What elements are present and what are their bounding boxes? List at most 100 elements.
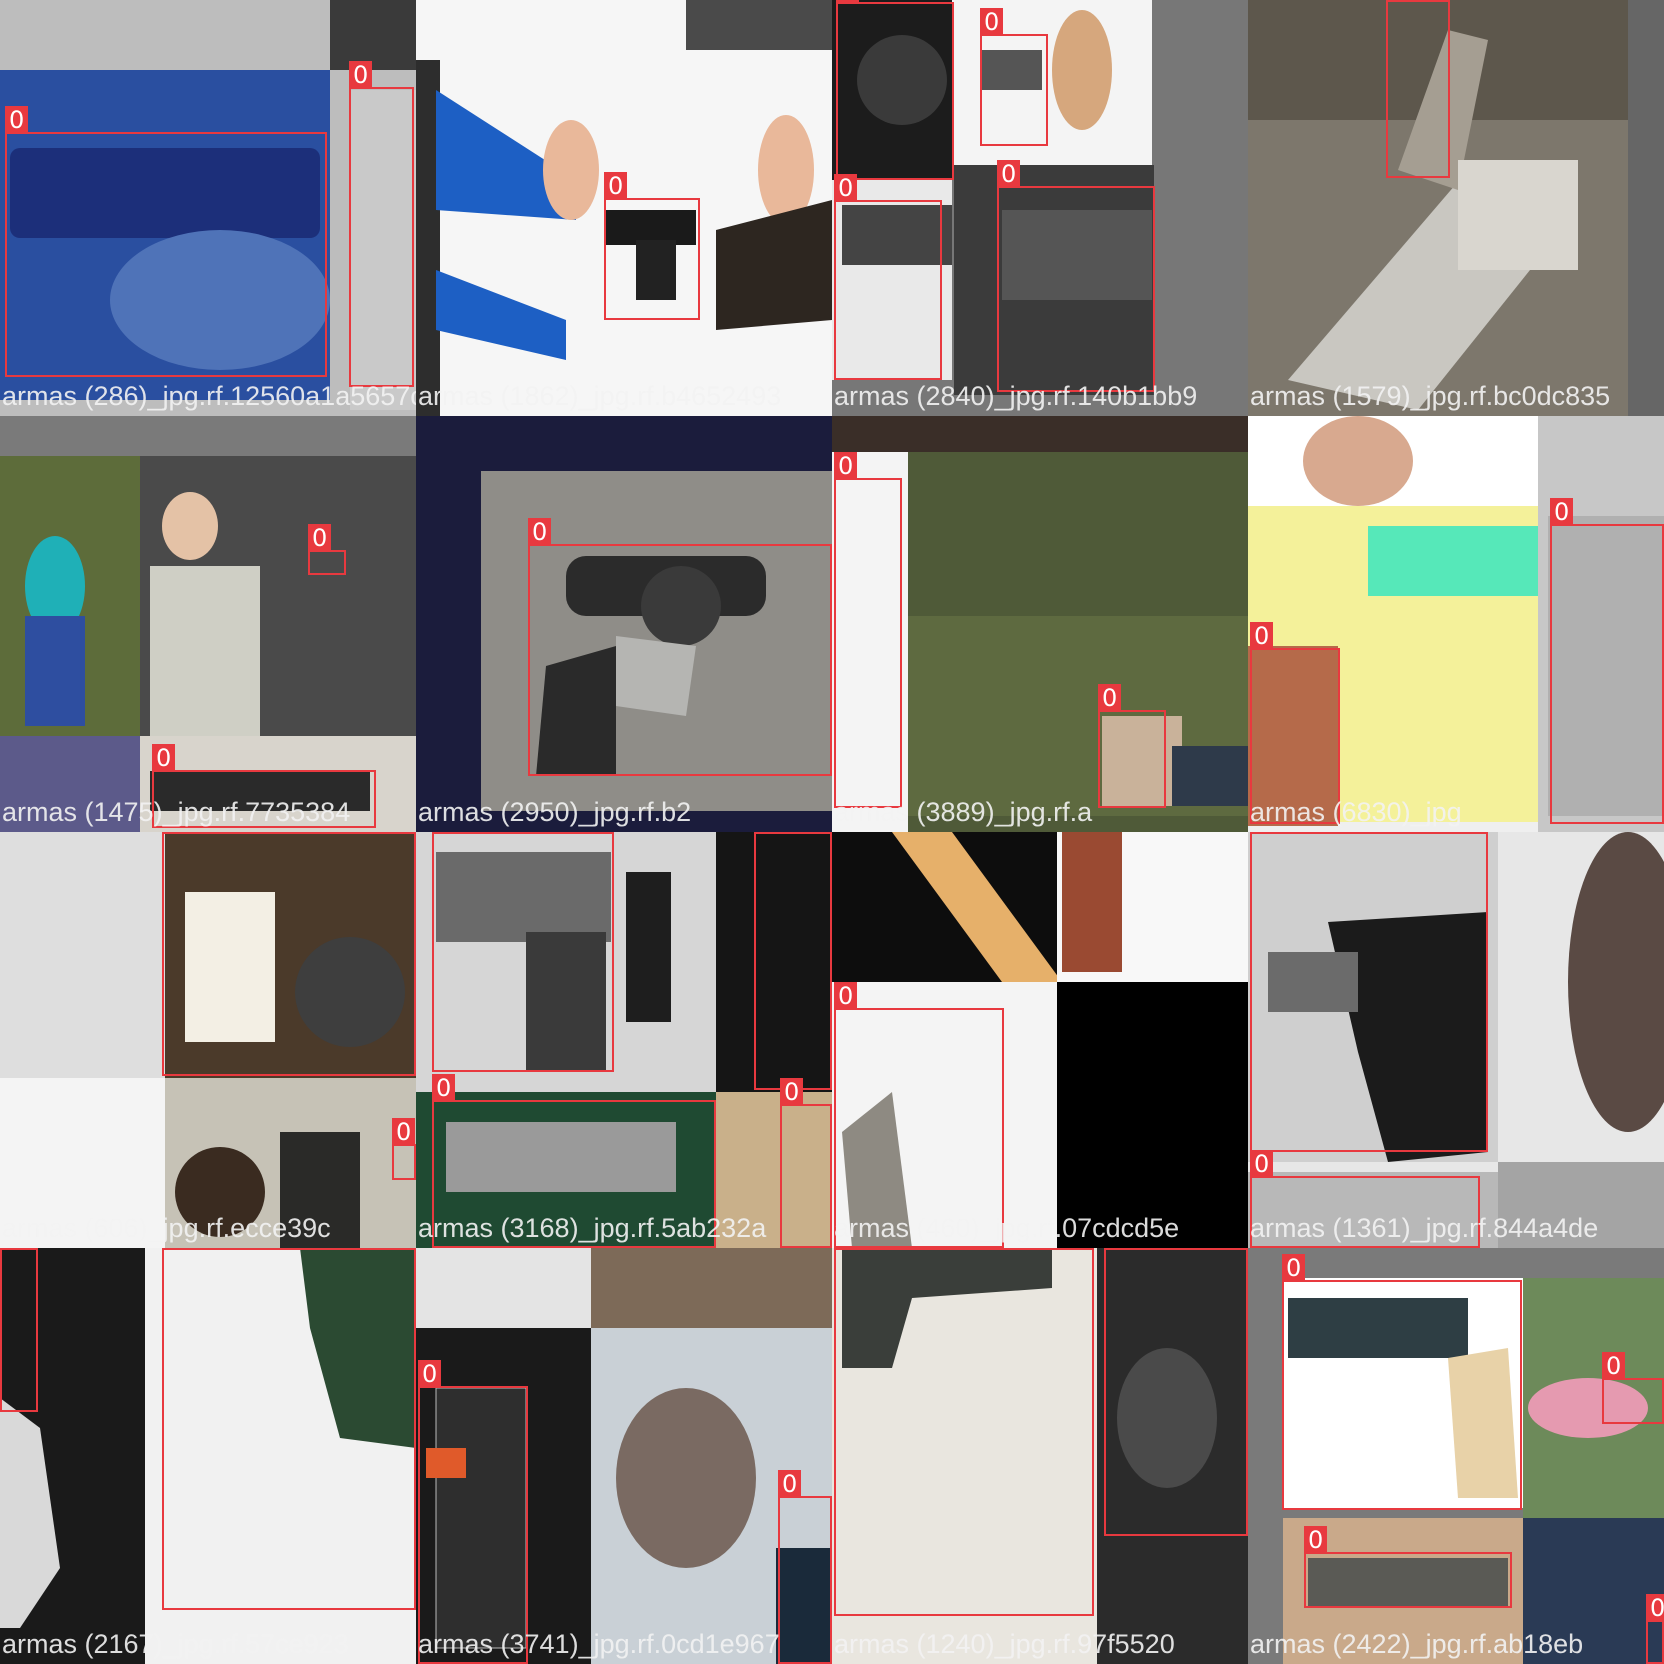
tile-photo xyxy=(832,832,1248,1248)
detection-box: 0 xyxy=(1550,498,1664,824)
detection-box: 0 xyxy=(778,1470,832,1664)
detection-box: 0 xyxy=(432,832,614,1072)
detection-label: 0 xyxy=(0,1248,24,1250)
image-filename-caption: armas (3889)_jpg.rf.a xyxy=(834,797,1093,827)
detection-label: 0 xyxy=(162,1248,186,1250)
detection-label: 0 xyxy=(780,1078,804,1106)
detection-box: 0 xyxy=(604,172,700,320)
detection-box: 0 xyxy=(780,1078,832,1248)
image-filename-caption: armas (2950)_jpg.rf.b2 xyxy=(418,797,692,827)
image-filename-caption: armas (606)_jpg.rf.ecce39c xyxy=(2,1213,331,1243)
mosaic-tile: 0 0 0 0 armas (2422)_jpg.rf.ab18eb xyxy=(1248,1248,1664,1664)
tile-photo xyxy=(1248,1248,1664,1664)
detection-label: 0 xyxy=(778,1470,802,1498)
detection-box: 0 xyxy=(1250,832,1488,1152)
detection-box: 0 xyxy=(834,1248,1094,1616)
tile-photo xyxy=(832,1248,1248,1664)
detection-box: 0 xyxy=(1250,1150,1480,1248)
detection-label: 0 xyxy=(1282,1254,1306,1282)
detection-label: 0 xyxy=(432,1074,456,1102)
detection-label: 0 xyxy=(1250,832,1274,834)
mosaic-tile: 0 0 armas (1240)_jpg.rf.97f5520 xyxy=(832,1248,1248,1664)
mosaic-tile: 0 0 0 0 armas (2840)_jpg.rf.140b1bb9 xyxy=(832,0,1248,416)
mosaic-tile: 0 armas (2950)_jpg.rf.b2 xyxy=(416,416,832,832)
tile-photo xyxy=(416,0,832,416)
detection-box: 0 xyxy=(836,0,954,180)
detection-box: 0 xyxy=(1282,1254,1522,1510)
detection-box: 0 xyxy=(162,1248,416,1610)
image-filename-caption: armas (6830)_jpg xyxy=(1250,797,1462,827)
mosaic-tile: 0 0 armas (1361)_jpg.rf.844a4de xyxy=(1248,832,1664,1248)
detection-label: 0 xyxy=(349,61,373,89)
mosaic-tile: 0 0 0 0 armas (3168)_jpg.rf.5ab232a xyxy=(416,832,832,1248)
detection-box: 0 xyxy=(308,524,346,575)
detection-box: 0 xyxy=(1602,1352,1664,1424)
detection-label: 0 xyxy=(754,832,778,834)
detection-box: 0 xyxy=(1098,684,1166,808)
detection-label: 0 xyxy=(836,0,860,4)
detection-box: 0 xyxy=(392,1118,416,1180)
tile-photo xyxy=(0,0,416,416)
detection-label: 0 xyxy=(5,106,29,134)
image-filename-caption: armas (286)_jpg.rf.12560a1a5657c08862b xyxy=(2,381,416,411)
mosaic-tile: 0 0 armas (3889)_jpg.rf.a xyxy=(832,416,1248,832)
tile-photo xyxy=(1248,832,1664,1248)
detection-box: 0 xyxy=(349,61,414,387)
detection-label: 0 xyxy=(152,744,176,772)
detection-label: 0 xyxy=(432,832,456,834)
image-filename-caption: armas (1579)_jpg.rf.bc0dc835 xyxy=(1250,381,1611,411)
image-filename-caption: armas (1475)_jpg.rf.7735384 xyxy=(2,797,351,827)
image-filename-caption: armas (2840)_jpg.rf.140b1bb9 xyxy=(834,381,1198,411)
detection-label: 0 xyxy=(1104,1248,1128,1250)
mosaic-tile: 0 0 armas (606)_jpg.rf.ecce39c xyxy=(0,832,416,1248)
detection-label: 0 xyxy=(392,1118,416,1146)
detection-label: 0 xyxy=(1646,1594,1664,1622)
detection-label: 0 xyxy=(1098,684,1122,712)
detection-box: 0 xyxy=(754,832,832,1090)
tile-photo xyxy=(0,1248,416,1664)
detection-label: 0 xyxy=(1550,498,1574,526)
image-filename-caption: armas (1240)_jpg.rf.97f5520 xyxy=(834,1629,1175,1659)
detection-box: 0 xyxy=(5,106,327,377)
detection-box: 0 xyxy=(1250,622,1340,824)
detection-label: 0 xyxy=(834,982,858,1010)
detection-label: 0 xyxy=(308,524,332,552)
mosaic-tile: 0 armas (1579)_jpg.rf.bc0dc835 xyxy=(1248,0,1664,416)
mosaic-tile: 0 0 armas (286)_jpg.rf.12560a1a5657c0886… xyxy=(0,0,416,416)
detection-label: 0 xyxy=(1304,1526,1328,1554)
detection-box: 0 xyxy=(152,744,376,828)
detection-box: 0 xyxy=(432,1074,716,1248)
detection-label: 0 xyxy=(528,518,552,546)
detection-box: 0 xyxy=(834,452,902,808)
detection-label: 0 xyxy=(1250,622,1274,650)
mosaic-tile: 0 0 armas (6830)_jpg xyxy=(1248,416,1664,832)
image-filename-caption: armas (1361)_jpg.rf.844a4de xyxy=(1250,1213,1599,1243)
detection-label: 0 xyxy=(1250,1150,1274,1178)
tile-photo xyxy=(832,0,1248,416)
detection-label: 0 xyxy=(834,174,858,202)
image-filename-caption: armas (1862)_jpg.rf.b4652493 xyxy=(418,381,782,411)
detection-label: 0 xyxy=(997,160,1021,188)
image-filename-caption: armas (3741)_jpg.rf.0cd1e967 xyxy=(418,1629,780,1659)
detection-box: 0 xyxy=(162,832,416,1076)
mosaic-tile: 0 armas (460)_jpg.rf.07cdcd5e xyxy=(832,832,1248,1248)
detection-label: 0 xyxy=(1386,0,1410,2)
detection-box: 0 xyxy=(997,160,1155,392)
tile-photo xyxy=(1248,0,1664,416)
detection-label: 0 xyxy=(1602,1352,1626,1380)
detection-box: 0 xyxy=(418,1360,528,1664)
detection-label: 0 xyxy=(418,1360,442,1388)
detection-label: 0 xyxy=(604,172,628,200)
detection-box: 0 xyxy=(1646,1594,1664,1664)
detection-box: 0 xyxy=(834,174,942,380)
detection-box: 0 xyxy=(0,1248,38,1412)
detection-box: 0 xyxy=(1104,1248,1248,1536)
tile-photo xyxy=(1248,416,1664,832)
tile-photo xyxy=(416,832,832,1248)
tile-photo xyxy=(416,1248,832,1664)
tile-photo xyxy=(0,832,416,1248)
mosaic-tile: 0 0 armas (3741)_jpg.rf.0cd1e967 xyxy=(416,1248,832,1664)
image-filename-caption: armas (460)_jpg.rf.07cdcd5e xyxy=(834,1213,1180,1243)
image-filename-caption: armas (2422)_jpg.rf.ab18eb xyxy=(1250,1629,1584,1659)
